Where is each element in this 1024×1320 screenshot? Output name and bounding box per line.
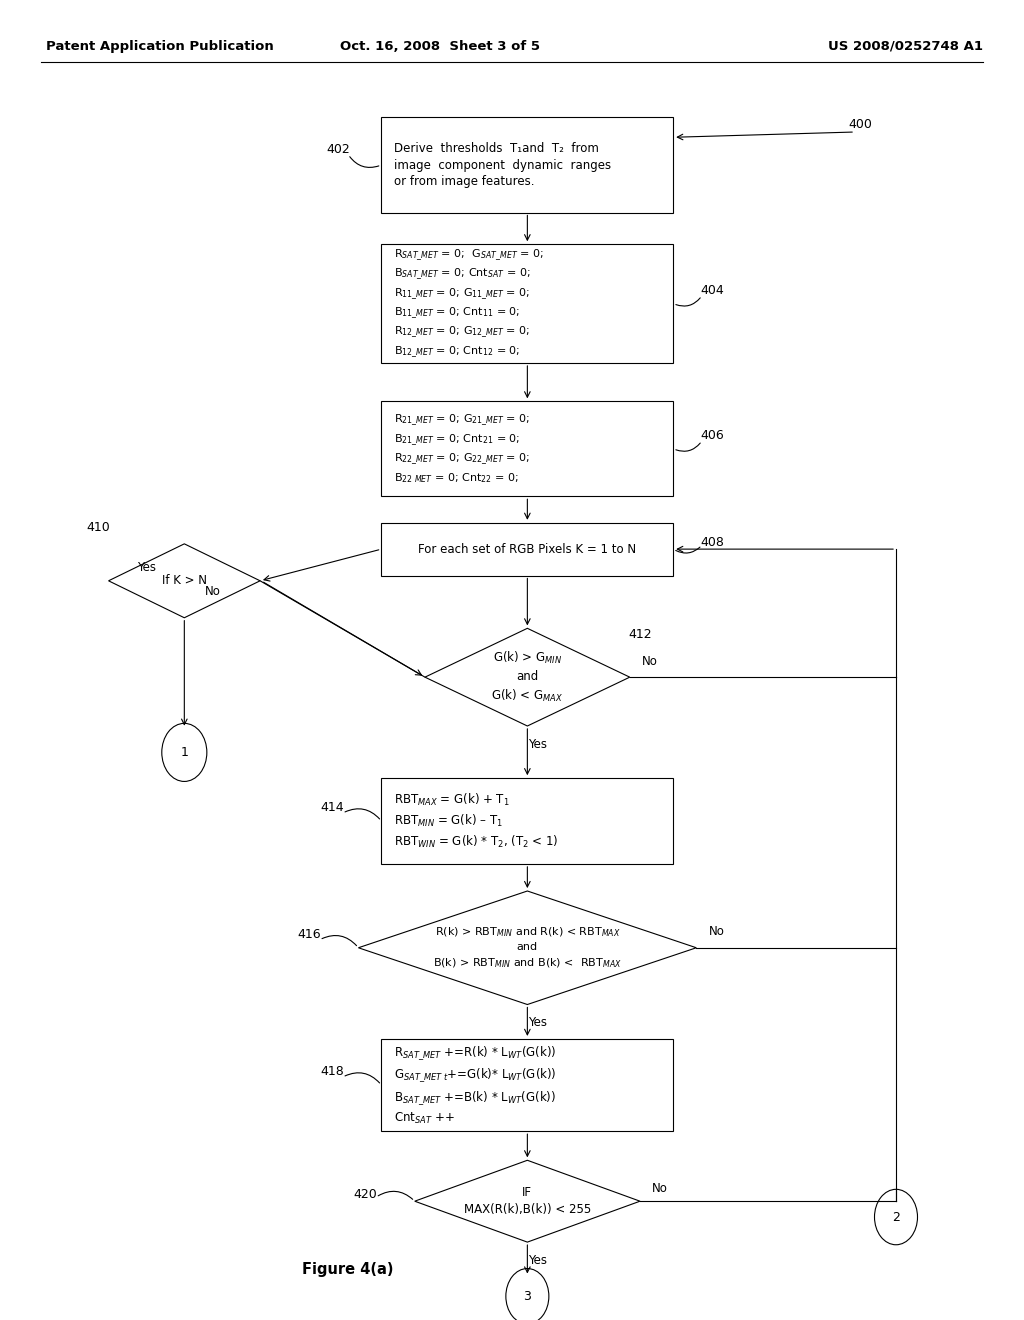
Text: No: No: [642, 655, 658, 668]
Text: If K > N: If K > N: [162, 574, 207, 587]
Text: For each set of RGB Pixels K = 1 to N: For each set of RGB Pixels K = 1 to N: [418, 543, 637, 556]
Circle shape: [506, 1269, 549, 1320]
Text: 406: 406: [700, 429, 724, 442]
FancyBboxPatch shape: [382, 117, 674, 213]
Text: 400: 400: [848, 117, 872, 131]
Circle shape: [162, 723, 207, 781]
Text: R$_{21\_MET}$ = 0; G$_{21\_MET}$ = 0;
B$_{21\_MET}$ = 0; Cnt$_{21}$ = 0;
R$_{22\: R$_{21\_MET}$ = 0; G$_{21\_MET}$ = 0; B$…: [394, 413, 529, 484]
Text: R$_{SAT\_MET}$ = 0;  G$_{SAT\_MET}$ = 0;
B$_{SAT\_MET}$ = 0; Cnt$_{SAT}$ = 0;
R$: R$_{SAT\_MET}$ = 0; G$_{SAT\_MET}$ = 0; …: [394, 247, 544, 360]
Text: US 2008/0252748 A1: US 2008/0252748 A1: [828, 40, 983, 53]
Text: Yes: Yes: [528, 1254, 547, 1267]
Text: No: No: [652, 1181, 669, 1195]
Text: Derive  thresholds  T₁and  T₂  from
image  component  dynamic  ranges
or from im: Derive thresholds T₁and T₂ from image co…: [394, 141, 611, 189]
Text: Figure 4(a): Figure 4(a): [302, 1262, 393, 1278]
Text: Patent Application Publication: Patent Application Publication: [46, 40, 273, 53]
FancyBboxPatch shape: [382, 244, 674, 363]
Text: 414: 414: [321, 801, 344, 814]
Polygon shape: [109, 544, 260, 618]
Text: 404: 404: [700, 284, 724, 297]
Text: 420: 420: [353, 1188, 378, 1201]
FancyBboxPatch shape: [382, 401, 674, 496]
Text: 412: 412: [628, 628, 652, 642]
Text: Yes: Yes: [528, 1016, 547, 1030]
FancyBboxPatch shape: [382, 523, 674, 576]
Text: Yes: Yes: [528, 738, 547, 751]
Text: R(k) > RBT$_{MIN}$ and R(k) < RBT$_{MAX}$
and
B(k) > RBT$_{MIN}$ and B(k) <  RBT: R(k) > RBT$_{MIN}$ and R(k) < RBT$_{MAX}…: [433, 925, 622, 970]
Polygon shape: [415, 1160, 640, 1242]
Polygon shape: [425, 628, 630, 726]
Text: R$_{SAT\_MET}$ +=R(k) * L$_{WT}$(G(k))
G$_{SAT\_MET\ t}$+=G(k)* L$_{WT}$(G(k))
B: R$_{SAT\_MET}$ +=R(k) * L$_{WT}$(G(k)) G…: [394, 1044, 556, 1126]
Text: 418: 418: [321, 1065, 344, 1078]
Circle shape: [874, 1189, 918, 1245]
Text: IF
MAX(R(k),B(k)) < 255: IF MAX(R(k),B(k)) < 255: [464, 1187, 591, 1216]
Text: 2: 2: [892, 1210, 900, 1224]
Text: Oct. 16, 2008  Sheet 3 of 5: Oct. 16, 2008 Sheet 3 of 5: [340, 40, 541, 53]
Polygon shape: [358, 891, 696, 1005]
Text: G(k) > G$_{MIN}$
and
G(k) < G$_{MAX}$: G(k) > G$_{MIN}$ and G(k) < G$_{MAX}$: [492, 651, 563, 704]
Text: 3: 3: [523, 1290, 531, 1303]
Text: RBT$_{MAX}$ = G(k) + T$_1$
RBT$_{MIN}$ = G(k) – T$_1$
RBT$_{WIN}$ = G(k) * T$_2$: RBT$_{MAX}$ = G(k) + T$_1$ RBT$_{MIN}$ =…: [394, 792, 558, 850]
FancyBboxPatch shape: [382, 777, 674, 863]
Text: Yes: Yes: [136, 561, 156, 574]
Text: No: No: [205, 585, 221, 598]
Text: No: No: [709, 925, 725, 939]
Text: 1: 1: [180, 746, 188, 759]
Text: 410: 410: [86, 521, 111, 535]
FancyBboxPatch shape: [382, 1039, 674, 1131]
Text: 408: 408: [700, 536, 724, 549]
Text: 402: 402: [326, 143, 350, 156]
Text: 416: 416: [297, 928, 322, 941]
